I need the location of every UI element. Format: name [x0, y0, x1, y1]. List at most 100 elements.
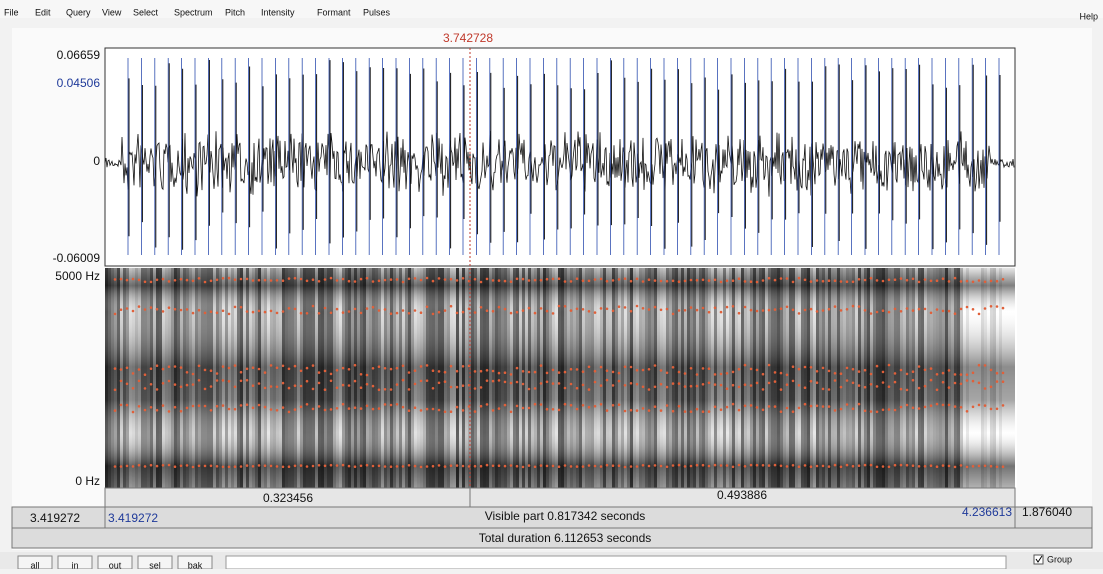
- formant-dot: [996, 372, 999, 375]
- formant-dot: [774, 380, 777, 383]
- menu-item[interactable]: Pitch: [225, 7, 245, 17]
- menu-item[interactable]: Intensity: [261, 7, 295, 17]
- formant-dot: [864, 309, 867, 312]
- formant-dot: [996, 305, 999, 308]
- formant-dot: [732, 371, 735, 374]
- formant-dot: [312, 408, 315, 411]
- formant-dot: [636, 369, 639, 372]
- formant-dot: [630, 280, 633, 283]
- formant-dot: [516, 278, 519, 281]
- formant-dot: [822, 388, 825, 391]
- formant-dot: [918, 407, 921, 410]
- formant-dot: [858, 384, 861, 387]
- formant-dot: [330, 373, 333, 376]
- formant-dot: [708, 311, 711, 314]
- formant-dot: [612, 464, 615, 467]
- formant-dot: [600, 384, 603, 387]
- button-label[interactable]: sel: [149, 560, 161, 569]
- formant-dot: [366, 307, 369, 310]
- formant-dot: [930, 367, 933, 370]
- formant-dot: [408, 388, 411, 391]
- formant-dot: [804, 386, 807, 389]
- button-label[interactable]: out: [109, 560, 122, 569]
- formant-dot: [294, 465, 297, 468]
- formant-dot: [330, 277, 333, 280]
- formant-dot: [642, 464, 645, 467]
- button-label[interactable]: all: [30, 560, 39, 569]
- formant-dot: [1002, 380, 1005, 383]
- formant-dot: [276, 367, 279, 370]
- formant-dot: [276, 279, 279, 282]
- formant-dot: [924, 406, 927, 409]
- formant-dot: [348, 368, 351, 371]
- formant-dot: [450, 278, 453, 281]
- formant-dot: [624, 410, 627, 413]
- formant-dot: [396, 312, 399, 315]
- formant-dot: [330, 464, 333, 467]
- formant-dot: [264, 387, 267, 390]
- formant-dot: [204, 369, 207, 372]
- menu-help[interactable]: Help: [1079, 11, 1098, 21]
- formant-dot: [756, 369, 759, 372]
- formant-dot: [546, 372, 549, 375]
- formant-dot: [516, 381, 519, 384]
- formant-dot: [852, 281, 855, 284]
- menu-item[interactable]: View: [102, 7, 122, 17]
- formant-dot: [954, 382, 957, 385]
- formant-dot: [678, 382, 681, 385]
- formant-dot: [180, 278, 183, 281]
- formant-dot: [306, 280, 309, 283]
- menu-item[interactable]: Spectrum: [174, 7, 213, 17]
- formant-dot: [720, 384, 723, 387]
- formant-dot: [150, 406, 153, 409]
- formant-dot: [702, 383, 705, 386]
- formant-dot: [594, 465, 597, 468]
- formant-dot: [990, 386, 993, 389]
- formant-dot: [420, 365, 423, 368]
- formant-dot: [636, 465, 639, 468]
- button-label[interactable]: in: [71, 560, 78, 569]
- formant-dot: [774, 308, 777, 311]
- formant-dot: [486, 278, 489, 281]
- formant-dot: [324, 307, 327, 310]
- formant-dot: [876, 385, 879, 388]
- formant-dot: [642, 386, 645, 389]
- formant-dot: [810, 465, 813, 468]
- formant-dot: [264, 406, 267, 409]
- formant-dot: [666, 386, 669, 389]
- formant-dot: [480, 281, 483, 284]
- formant-dot: [642, 369, 645, 372]
- menu-item[interactable]: Query: [66, 7, 91, 17]
- formant-dot: [966, 280, 969, 283]
- formant-dot: [426, 364, 429, 367]
- buttons: all in out sel bak: [18, 556, 212, 569]
- formant-dot: [210, 409, 213, 412]
- formant-dot: [354, 364, 357, 367]
- formant-dot: [240, 465, 243, 468]
- formant-dot: [360, 465, 363, 468]
- formant-dot: [144, 281, 147, 284]
- menu-item[interactable]: Edit: [35, 7, 51, 17]
- menu-item[interactable]: Pulses: [363, 7, 391, 17]
- formant-dot: [912, 464, 915, 467]
- formant-dot: [582, 465, 585, 468]
- formant-dot: [636, 278, 639, 281]
- button-label[interactable]: bak: [188, 560, 203, 569]
- menu-item[interactable]: File: [4, 7, 19, 17]
- formant-dot: [774, 371, 777, 374]
- scrollbar[interactable]: [226, 556, 1006, 569]
- formant-dot: [588, 464, 591, 467]
- formant-dot: [564, 403, 567, 406]
- formant-dot: [342, 278, 345, 281]
- formant-dot: [408, 312, 411, 315]
- formant-dot: [114, 465, 117, 468]
- formant-dot: [906, 464, 909, 467]
- menu-item[interactable]: Select: [133, 7, 159, 17]
- formant-dot: [666, 280, 669, 283]
- formant-dot: [372, 306, 375, 309]
- formant-dot: [882, 465, 885, 468]
- formant-dot: [384, 388, 387, 391]
- menu-item[interactable]: Formant: [317, 7, 351, 17]
- formant-dot: [738, 464, 741, 467]
- formant-dot: [924, 278, 927, 281]
